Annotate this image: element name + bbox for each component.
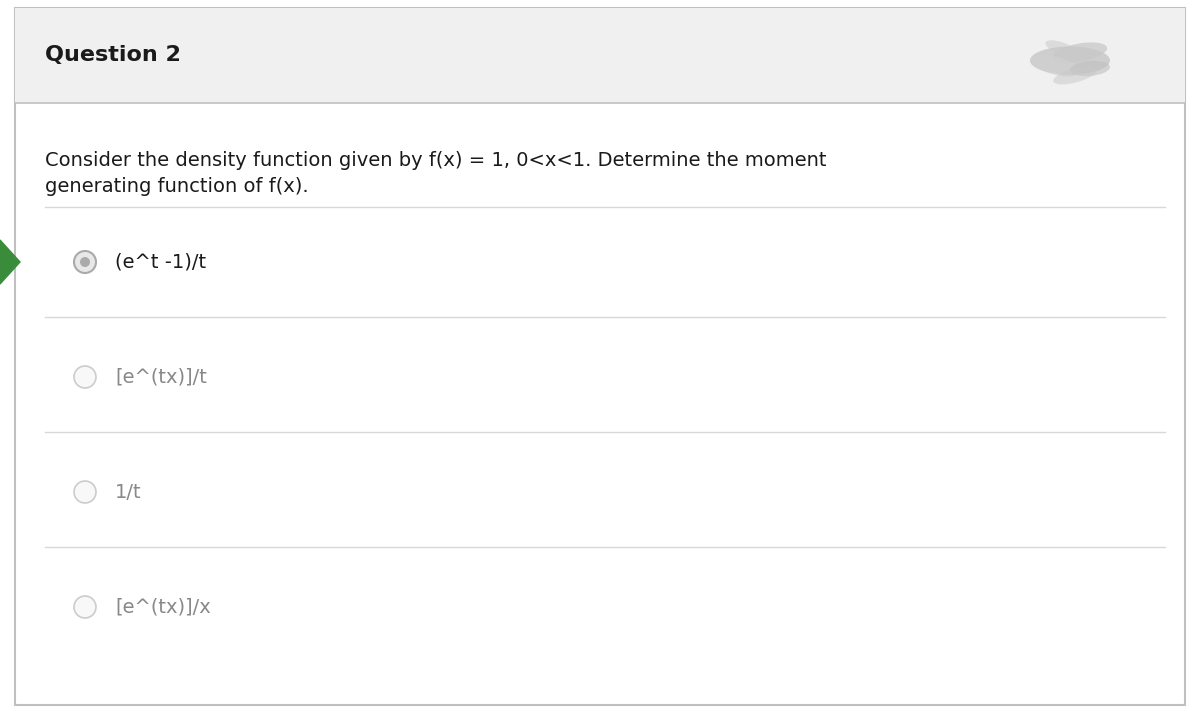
Text: [e^(tx)]/x: [e^(tx)]/x: [115, 597, 211, 617]
Circle shape: [74, 481, 96, 503]
Text: 1/t: 1/t: [115, 483, 142, 501]
Circle shape: [74, 251, 96, 273]
Polygon shape: [0, 240, 20, 284]
Ellipse shape: [1052, 43, 1108, 63]
Circle shape: [74, 596, 96, 618]
Ellipse shape: [1045, 40, 1079, 57]
Bar: [14, 8, 1186, 103]
Circle shape: [80, 257, 90, 267]
Text: Question 2: Question 2: [46, 46, 181, 66]
Circle shape: [74, 366, 96, 388]
Ellipse shape: [1070, 61, 1110, 76]
Text: generating function of f(x).: generating function of f(x).: [46, 177, 308, 196]
Text: Consider the density function given by f(x) = 1, 0<x<1. Determine the moment: Consider the density function given by f…: [46, 151, 827, 170]
Text: (e^t -1)/t: (e^t -1)/t: [115, 252, 206, 272]
Ellipse shape: [1031, 55, 1079, 76]
Ellipse shape: [1030, 46, 1110, 74]
Ellipse shape: [1054, 66, 1097, 84]
Text: [e^(tx)]/t: [e^(tx)]/t: [115, 367, 206, 386]
